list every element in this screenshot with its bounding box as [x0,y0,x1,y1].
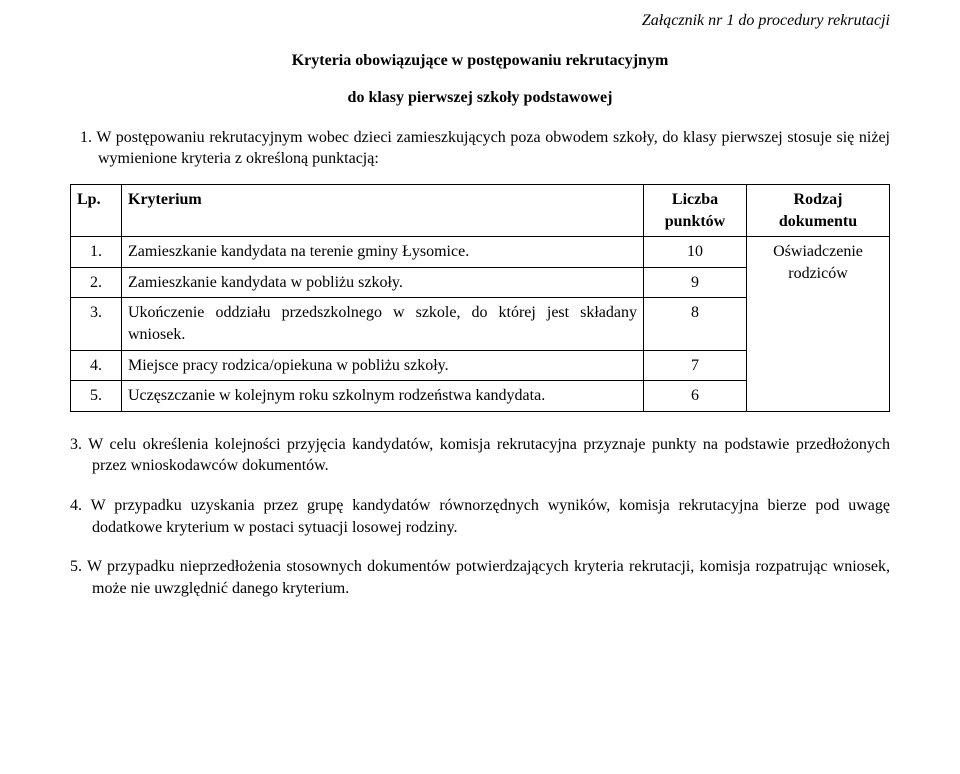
col-header-lp: Lp. [71,184,122,236]
cell-lp: 1. [71,237,122,268]
attachment-line: Załącznik nr 1 do procedury rekrutacji [70,10,890,32]
cell-kryterium: Zamieszkanie kandydata w pobliżu szkoły. [122,267,644,298]
document-page: Załącznik nr 1 do procedury rekrutacji K… [0,0,960,774]
cell-punkty: 6 [644,381,747,412]
cell-punkty: 7 [644,350,747,381]
cell-punkty: 8 [644,298,747,350]
doc-title: Kryteria obowiązujące w postępowaniu rek… [70,50,890,72]
intro-paragraph: 1. W postępowaniu rekrutacyjnym wobec dz… [70,127,890,170]
doc-subtitle: do klasy pierwszej szkoły podstawowej [70,87,890,109]
cell-lp: 4. [71,350,122,381]
cell-dokument: Oświadczenie rodziców [747,237,890,412]
cell-kryterium: Zamieszkanie kandydata na terenie gminy … [122,237,644,268]
cell-lp: 3. [71,298,122,350]
cell-punkty: 9 [644,267,747,298]
cell-lp: 5. [71,381,122,412]
criteria-table: Lp. Kryterium Liczba punktów Rodzaj doku… [70,184,890,412]
paragraph-5: 5. W przypadku nieprzedłożenia stosownyc… [70,556,890,599]
table-header-row: Lp. Kryterium Liczba punktów Rodzaj doku… [71,184,890,236]
col-header-kryterium: Kryterium [122,184,644,236]
cell-lp: 2. [71,267,122,298]
col-header-liczba: Liczba punktów [644,184,747,236]
col-header-rodzaj: Rodzaj dokumentu [747,184,890,236]
table-row: 1. Zamieszkanie kandydata na terenie gmi… [71,237,890,268]
paragraph-4: 4. W przypadku uzyskania przez grupę kan… [70,495,890,538]
cell-kryterium: Miejsce pracy rodzica/opiekuna w pobliżu… [122,350,644,381]
cell-punkty: 10 [644,237,747,268]
cell-kryterium: Uczęszczanie w kolejnym roku szkolnym ro… [122,381,644,412]
paragraph-3: 3. W celu określenia kolejności przyjęci… [70,434,890,477]
cell-kryterium: Ukończenie oddziału przedszkolnego w szk… [122,298,644,350]
